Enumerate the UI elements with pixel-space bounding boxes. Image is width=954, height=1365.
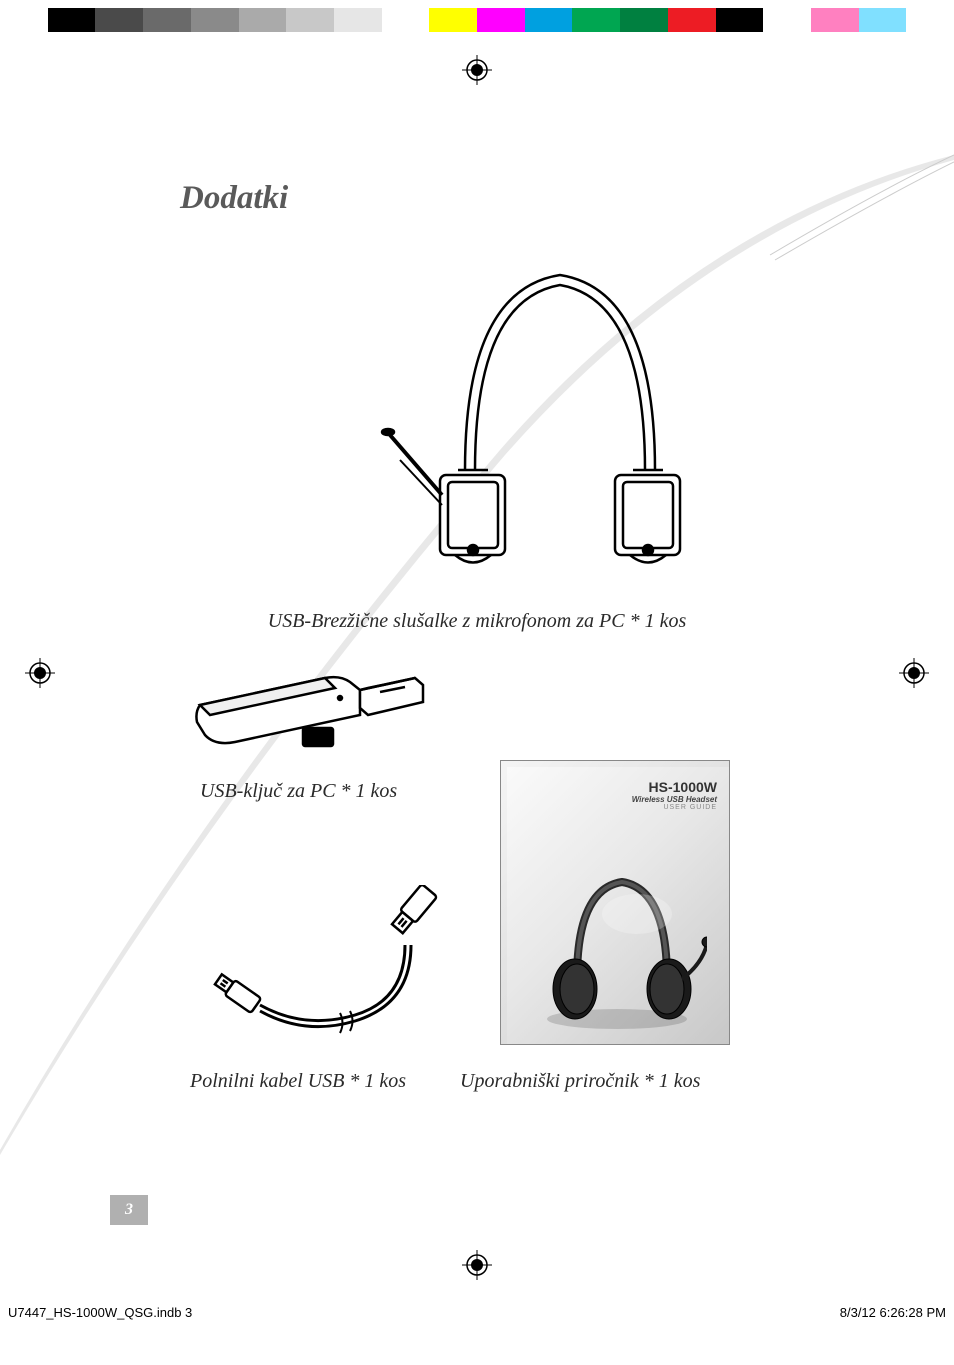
registration-mark-icon: [25, 658, 55, 688]
manual-headset-icon: [527, 864, 707, 1034]
manual-cover-subtitle: Wireless USB Headset: [632, 795, 717, 804]
headset-illustration: [370, 260, 750, 580]
manual-label: Uporabniški priročnik * 1 kos: [460, 1070, 700, 1093]
usb-cable-illustration: [205, 885, 445, 1035]
registration-mark-icon: [462, 55, 492, 85]
manual-cover-guide: USER GUIDE: [632, 804, 717, 811]
page-body: Dodatki USB-Brezžične slušalke z mikro: [110, 100, 844, 1225]
registration-mark-icon: [899, 658, 929, 688]
page-number-box: 3: [110, 1195, 148, 1225]
usb-dongle-illustration: [185, 660, 445, 770]
color-calibration-bar: [0, 8, 954, 32]
dongle-label: USB-ključ za PC * 1 kos: [200, 780, 397, 803]
page-title: Dodatki: [180, 180, 288, 217]
manual-illustration: HS-1000W Wireless USB Headset USER GUIDE: [500, 760, 730, 1045]
footer-timestamp: 8/3/12 6:26:28 PM: [840, 1305, 946, 1320]
headset-label: USB-Brezžične slušalke z mikrofonom za P…: [110, 610, 844, 633]
footer-filename: U7447_HS-1000W_QSG.indb 3: [8, 1305, 192, 1320]
registration-mark-icon: [462, 1250, 492, 1280]
page-number: 3: [125, 1201, 133, 1219]
manual-cover-title: HS-1000W: [632, 779, 717, 795]
cable-label: Polnilni kabel USB * 1 kos: [190, 1070, 406, 1093]
